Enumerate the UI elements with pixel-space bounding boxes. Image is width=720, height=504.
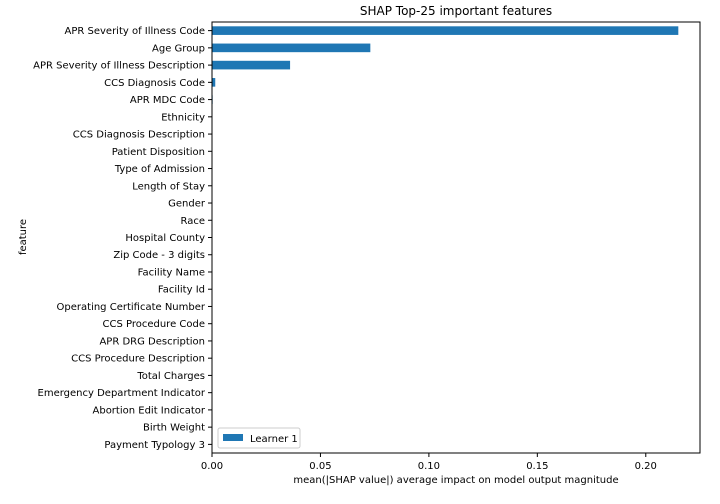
y-tick-label: APR Severity of Illness Description	[33, 61, 205, 72]
x-tick-group: 0.00 0.05 0.10 0.15 0.20	[201, 453, 657, 472]
y-tick-group: APR Severity of Illness Code Age Group APR…	[33, 26, 212, 451]
y-tick-label: Payment Typology 3	[104, 440, 205, 451]
y-tick-label: Abortion Edit Indicator	[93, 405, 206, 416]
y-axis-label: feature	[18, 219, 29, 255]
y-tick-label: Ethnicity	[161, 112, 205, 123]
y-tick-label: APR MDC Code	[130, 95, 205, 106]
x-tick-label: 0.15	[526, 461, 548, 472]
y-tick-label: Patient Disposition	[112, 147, 205, 158]
x-tick-label: 0.20	[635, 461, 657, 472]
y-tick-label: Operating Certificate Number	[57, 302, 206, 313]
y-tick-label: Facility Name	[138, 267, 205, 278]
y-tick-label: Total Charges	[136, 371, 205, 382]
legend-frame	[217, 427, 301, 449]
y-tick-label: CCS Diagnosis Description	[73, 130, 205, 141]
x-axis-label: mean(|SHAP value|) average impact on mod…	[293, 475, 618, 486]
y-tick-label: CCS Procedure Code	[102, 319, 205, 330]
y-tick-label: APR DRG Description	[99, 336, 205, 347]
x-tick-label: 0.10	[418, 461, 440, 472]
y-tick-label: Facility Id	[158, 285, 205, 296]
y-tick-label: CCS Procedure Description	[71, 354, 205, 365]
plot-frame	[211, 21, 701, 454]
y-tick-label: Birth Weight	[143, 423, 205, 434]
y-tick-label: Emergency Department Indicator	[38, 388, 206, 399]
bar	[212, 43, 371, 53]
y-tick-label: Hospital County	[125, 233, 205, 244]
y-tick-label: APR Severity of Illness Code	[65, 26, 206, 37]
y-tick-label: Gender	[168, 199, 206, 210]
bar	[212, 78, 216, 87]
legend: Learner 1	[217, 427, 301, 449]
y-tick-label: Age Group	[152, 43, 205, 54]
y-tick-label: Zip Code - 3 digits	[113, 250, 205, 261]
legend-label: Learner 1	[250, 434, 298, 445]
x-tick-label: 0.05	[309, 461, 331, 472]
chart-title: SHAP Top-25 important features	[360, 4, 552, 18]
x-tick-label: 0.00	[201, 461, 223, 472]
y-tick-label: CCS Diagnosis Code	[104, 78, 205, 89]
y-tick-label: Race	[180, 216, 205, 227]
bars-group	[212, 26, 679, 449]
bar	[212, 60, 291, 70]
bar	[212, 26, 679, 35]
y-tick-label: Length of Stay	[132, 181, 205, 192]
y-tick-label: Type of Admission	[114, 164, 205, 175]
legend-swatch	[223, 434, 243, 441]
